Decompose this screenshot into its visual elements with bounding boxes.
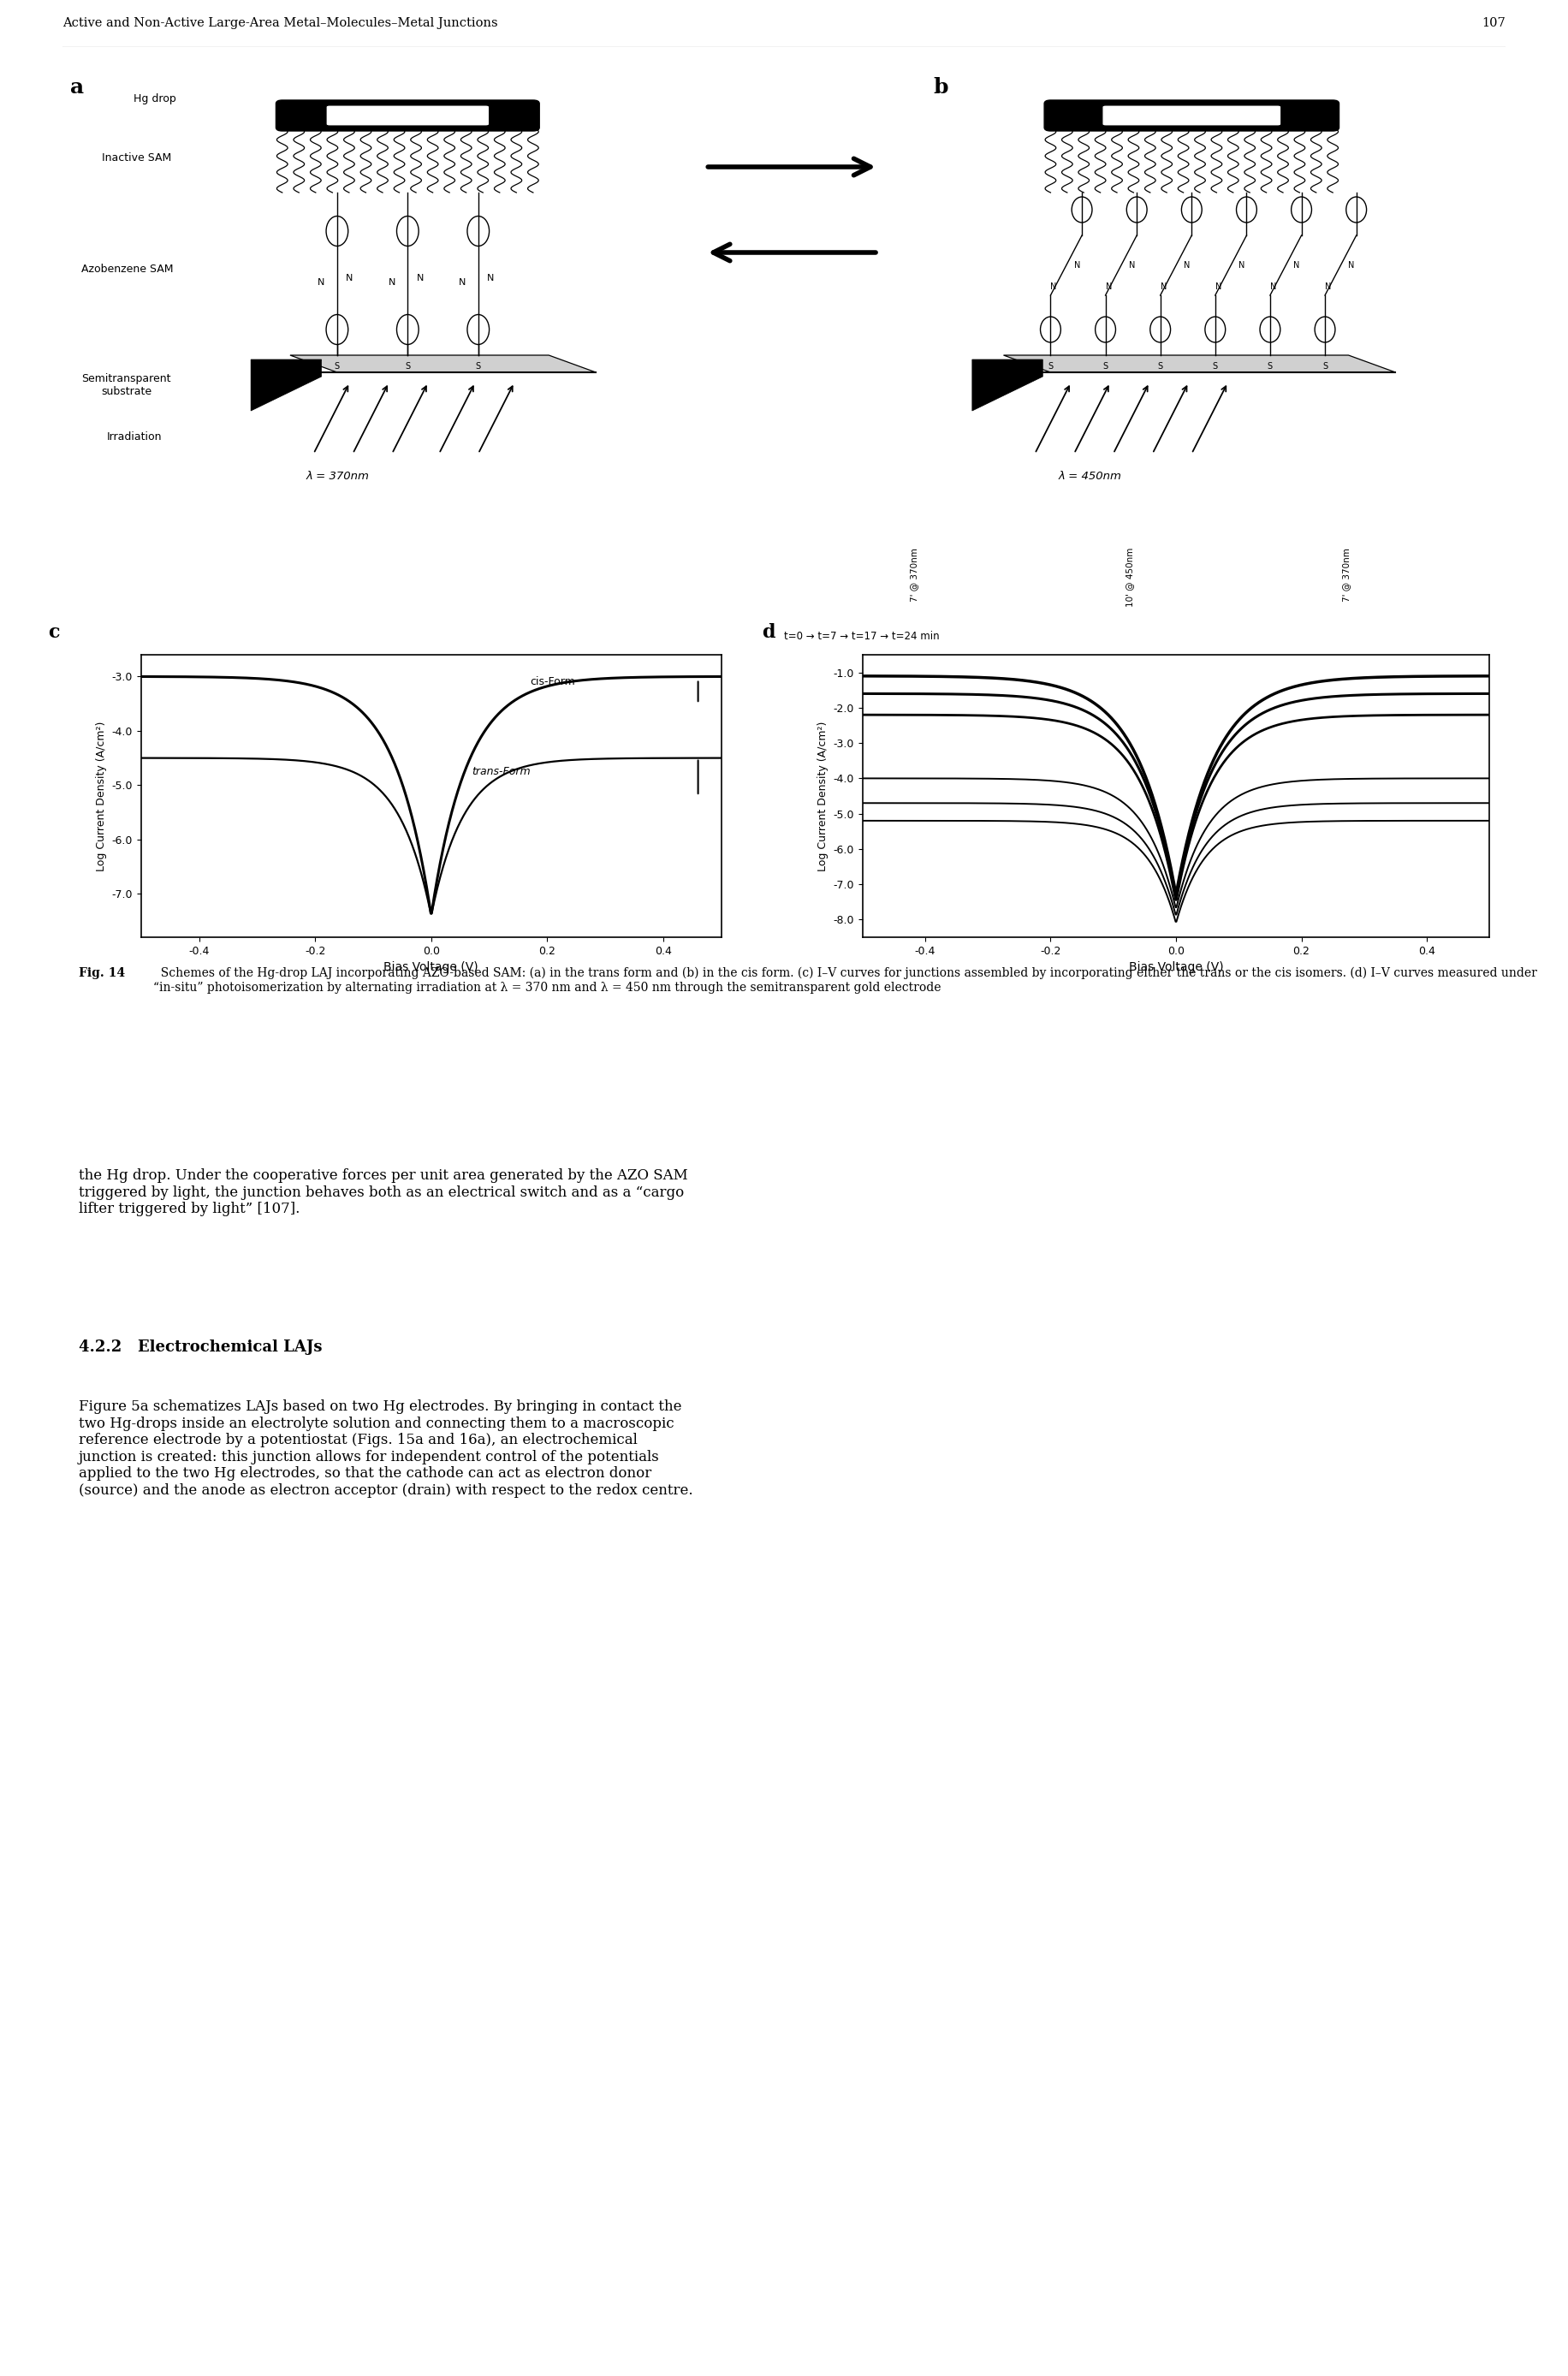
Text: N: N <box>1160 283 1167 290</box>
Ellipse shape <box>1041 316 1060 342</box>
Text: the Hg drop. Under the cooperative forces per unit area generated by the AZO SAM: the Hg drop. Under the cooperative force… <box>78 1169 688 1217</box>
Text: S: S <box>1047 361 1054 371</box>
Text: Fig. 14: Fig. 14 <box>78 967 125 979</box>
Ellipse shape <box>1236 197 1256 223</box>
Polygon shape <box>290 354 596 373</box>
Y-axis label: Log Current Density (A/cm²): Log Current Density (A/cm²) <box>96 720 107 872</box>
Text: Azobenzene SAM: Azobenzene SAM <box>82 264 174 276</box>
Text: N: N <box>417 273 423 283</box>
Text: λ = 450nm: λ = 450nm <box>1058 470 1121 482</box>
Ellipse shape <box>1126 197 1146 223</box>
Text: Hg drop: Hg drop <box>133 93 176 105</box>
Text: S: S <box>475 361 481 371</box>
Text: 107: 107 <box>1482 17 1505 29</box>
Text: c: c <box>49 623 60 642</box>
Ellipse shape <box>1314 316 1334 342</box>
FancyBboxPatch shape <box>1044 100 1339 131</box>
Text: N: N <box>459 278 466 287</box>
Ellipse shape <box>1259 316 1279 342</box>
Ellipse shape <box>1094 316 1115 342</box>
Ellipse shape <box>1073 197 1091 223</box>
Text: trans-Form: trans-Form <box>472 765 530 777</box>
Ellipse shape <box>1292 197 1311 223</box>
Polygon shape <box>972 359 1043 411</box>
Ellipse shape <box>1345 197 1366 223</box>
Text: N: N <box>347 273 353 283</box>
Text: 7' @ 370nm: 7' @ 370nm <box>1342 549 1352 601</box>
Text: N: N <box>1184 261 1190 268</box>
Ellipse shape <box>1204 316 1225 342</box>
Text: d: d <box>762 623 775 642</box>
Ellipse shape <box>326 216 348 247</box>
Text: S: S <box>1322 361 1328 371</box>
Text: 4.2.2   Electrochemical LAJs: 4.2.2 Electrochemical LAJs <box>78 1340 321 1354</box>
FancyBboxPatch shape <box>326 105 489 126</box>
Text: a: a <box>71 76 85 97</box>
Ellipse shape <box>467 216 489 247</box>
Text: 7' @ 370nm: 7' @ 370nm <box>909 549 919 601</box>
Text: S: S <box>334 361 340 371</box>
Polygon shape <box>1004 354 1396 373</box>
Text: S: S <box>1212 361 1218 371</box>
Ellipse shape <box>1182 197 1201 223</box>
Text: 10' @ 450nm: 10' @ 450nm <box>1126 549 1135 608</box>
Text: S: S <box>405 361 411 371</box>
Text: b: b <box>933 76 949 97</box>
Text: Semitransparent
substrate: Semitransparent substrate <box>82 373 171 397</box>
Text: N: N <box>1325 283 1331 290</box>
Text: Figure 5a schematizes LAJs based on two Hg electrodes. By bringing in contact th: Figure 5a schematizes LAJs based on two … <box>78 1399 693 1497</box>
FancyBboxPatch shape <box>276 100 539 131</box>
Text: S: S <box>1157 361 1163 371</box>
Text: Schemes of the Hg-drop LAJ incorporating AZO-based SAM: (a) in the trans form an: Schemes of the Hg-drop LAJ incorporating… <box>154 967 1537 993</box>
X-axis label: Bias Voltage (V): Bias Voltage (V) <box>384 962 478 974</box>
Text: N: N <box>1294 261 1300 268</box>
Text: N: N <box>1270 283 1276 290</box>
FancyBboxPatch shape <box>1102 105 1281 126</box>
Text: N: N <box>1215 283 1221 290</box>
Text: Irradiation: Irradiation <box>107 430 162 442</box>
Text: t=0 → t=7 → t=17 → t=24 min: t=0 → t=7 → t=17 → t=24 min <box>784 632 939 642</box>
X-axis label: Bias Voltage (V): Bias Voltage (V) <box>1129 962 1223 974</box>
Text: N: N <box>1348 261 1355 268</box>
Text: N: N <box>1051 283 1057 290</box>
Ellipse shape <box>1149 316 1170 342</box>
Text: N: N <box>1239 261 1245 268</box>
Text: cis-Form: cis-Form <box>530 677 575 687</box>
Polygon shape <box>251 359 321 411</box>
Ellipse shape <box>326 314 348 345</box>
Ellipse shape <box>397 314 419 345</box>
Text: Active and Non-Active Large-Area Metal–Molecules–Metal Junctions: Active and Non-Active Large-Area Metal–M… <box>63 17 499 29</box>
Text: Inactive SAM: Inactive SAM <box>102 152 171 164</box>
Text: S: S <box>1102 361 1109 371</box>
Ellipse shape <box>397 216 419 247</box>
Y-axis label: Log Current Density (A/cm²): Log Current Density (A/cm²) <box>817 720 828 872</box>
Text: N: N <box>389 278 395 287</box>
Text: N: N <box>1105 283 1112 290</box>
Text: N: N <box>1074 261 1080 268</box>
Text: N: N <box>488 273 494 283</box>
Ellipse shape <box>467 314 489 345</box>
Text: S: S <box>1267 361 1273 371</box>
Text: λ = 370nm: λ = 370nm <box>306 470 368 482</box>
Text: N: N <box>1129 261 1135 268</box>
Text: N: N <box>318 278 325 287</box>
